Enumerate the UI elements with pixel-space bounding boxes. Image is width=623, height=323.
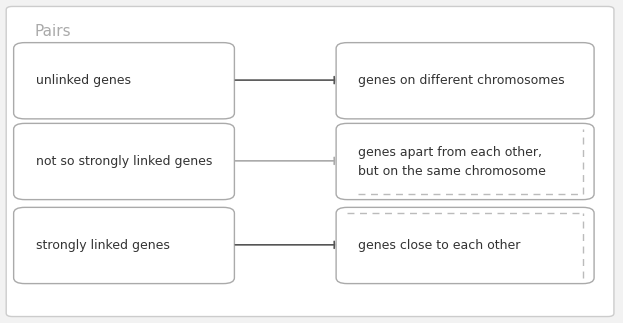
- Text: genes close to each other: genes close to each other: [358, 239, 521, 252]
- Text: strongly linked genes: strongly linked genes: [36, 239, 170, 252]
- Text: genes on different chromosomes: genes on different chromosomes: [358, 74, 565, 87]
- Text: unlinked genes: unlinked genes: [36, 74, 131, 87]
- FancyBboxPatch shape: [14, 43, 234, 119]
- Text: not so strongly linked genes: not so strongly linked genes: [36, 155, 212, 168]
- FancyBboxPatch shape: [14, 123, 234, 200]
- Text: genes apart from each other,
but on the same chromosome: genes apart from each other, but on the …: [358, 145, 546, 178]
- FancyBboxPatch shape: [336, 207, 594, 284]
- Text: Pairs: Pairs: [34, 24, 71, 39]
- FancyBboxPatch shape: [336, 123, 594, 200]
- FancyBboxPatch shape: [336, 43, 594, 119]
- FancyBboxPatch shape: [6, 6, 614, 317]
- FancyBboxPatch shape: [14, 207, 234, 284]
